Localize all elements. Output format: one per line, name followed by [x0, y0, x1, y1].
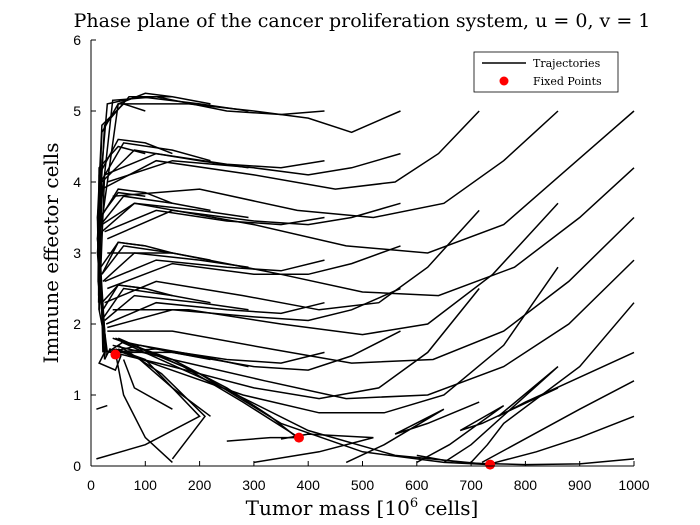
trajectories [96, 92, 635, 466]
trajectory-line [112, 259, 635, 400]
trajectory-line [102, 252, 249, 282]
y-tick-label: 4 [73, 174, 81, 190]
trajectory-line [104, 209, 480, 311]
fixed-point-marker [110, 349, 121, 360]
trajectory-line [112, 288, 480, 400]
legend-box [473, 51, 619, 93]
trajectory-line [104, 294, 249, 322]
trajectory-line [112, 110, 559, 219]
legend: Trajectories Fixed Points [473, 51, 619, 93]
trajectory-line [101, 245, 211, 275]
plot-area [96, 92, 635, 470]
axes: 0 100 200 300 400 500 600 700 800 900 1000 0 1 2 3 4 5 6 [73, 32, 650, 493]
x-tick-label: 900 [568, 477, 592, 493]
fixed-point-marker [293, 432, 304, 443]
trajectory-line [117, 337, 491, 466]
y-ticks: 0 1 2 3 4 5 6 [73, 32, 96, 474]
trajectory-line [96, 404, 108, 410]
trajectory-line [481, 380, 635, 464]
x-tick-label: 0 [87, 477, 95, 493]
x-tick-label: 800 [514, 477, 538, 493]
trajectory-line [101, 110, 480, 190]
legend-fixed-points-swatch [499, 76, 509, 86]
x-tick-label: 200 [188, 477, 212, 493]
trajectory-line [104, 209, 325, 233]
trajectory-line [416, 454, 635, 466]
trajectory-line [101, 110, 635, 254]
x-tick-label: 100 [134, 477, 158, 493]
trajectory-line [107, 245, 401, 290]
y-tick-label: 1 [73, 387, 81, 403]
x-ticks: 0 100 200 300 400 500 600 700 800 900 1000 [87, 461, 650, 493]
x-tick-label: 600 [405, 477, 429, 493]
x-tick-label: 500 [351, 477, 375, 493]
trajectory-line [112, 202, 559, 336]
legend-fixed-points-label: Fixed Points [533, 75, 602, 88]
chart-title: Phase plane of the cancer proliferation … [74, 10, 651, 32]
y-tick-label: 5 [73, 103, 81, 119]
trajectory-line [107, 202, 401, 240]
trajectory-line [492, 415, 635, 464]
trajectory-line [101, 241, 173, 275]
trajectory-line [416, 387, 559, 464]
trajectory-line [105, 301, 325, 325]
trajectory-line [112, 330, 401, 371]
trajectory-line [96, 348, 201, 460]
trajectory-line [120, 341, 491, 466]
trajectory-line [470, 302, 635, 463]
x-axis-label-superscript: 6 [410, 496, 418, 511]
y-tick-label: 2 [73, 316, 81, 332]
x-tick-label: 300 [242, 477, 266, 493]
trajectory-line [103, 287, 211, 318]
legend-trajectories-label: Trajectories [533, 57, 601, 70]
trajectory-line [98, 347, 122, 372]
trajectory-line [101, 202, 249, 233]
y-axis-label: Immune effector cells [39, 143, 63, 364]
trajectory-line [107, 287, 401, 329]
trajectory-line [112, 266, 559, 414]
trajectory-line [100, 195, 211, 226]
x-tick-label: 400 [297, 477, 321, 493]
fixed-points [110, 349, 496, 470]
trajectory-line [122, 359, 173, 410]
trajectory-line [117, 344, 206, 460]
x-axis-label: Tumor mass [106 cells] [246, 496, 479, 520]
fixed-point-marker [485, 459, 496, 470]
x-axis-label-suffix: cells] [418, 496, 478, 520]
trajectory-line [96, 103, 401, 254]
trajectory-line [345, 401, 480, 464]
trajectory-line [97, 138, 173, 296]
y-tick-label: 0 [73, 458, 81, 474]
x-tick-label: 1000 [618, 477, 649, 493]
trajectory-line [226, 436, 298, 442]
trajectory-line [104, 259, 325, 283]
trajectory-line [107, 152, 401, 183]
trajectory-line [114, 352, 173, 463]
x-tick-label: 700 [459, 477, 483, 493]
y-tick-label: 3 [73, 245, 81, 261]
trajectory-line [98, 152, 325, 310]
y-tick-label: 6 [73, 32, 81, 48]
trajectory-line [100, 188, 173, 218]
x-axis-label-main: Tumor mass [10 [246, 496, 410, 520]
trajectory-line [107, 216, 635, 364]
trajectory-line [102, 284, 173, 311]
